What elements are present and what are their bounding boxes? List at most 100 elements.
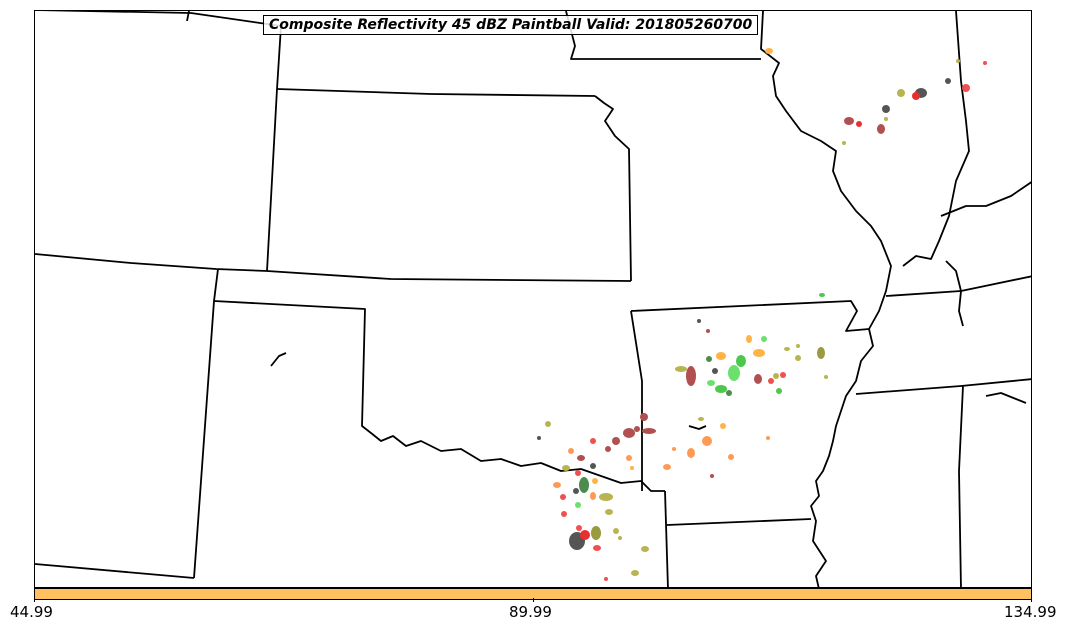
storm-cell <box>753 349 765 357</box>
storm-cells <box>537 48 987 581</box>
storm-cell <box>726 390 732 396</box>
storm-cell <box>884 117 888 121</box>
state-border-tx-ar <box>664 490 669 587</box>
lake-feature-2 <box>945 260 964 327</box>
storm-cell <box>706 329 710 333</box>
state-border-nm-south <box>35 563 195 579</box>
storm-cell <box>824 375 828 379</box>
storm-cell <box>641 546 649 552</box>
colorbar-tick-min: 44.99 <box>10 603 53 621</box>
storm-cell <box>605 446 611 452</box>
state-border-wy-co-north <box>186 11 190 22</box>
state-border-tn-ms <box>855 378 1031 395</box>
storm-cell <box>545 421 551 427</box>
storm-cell <box>672 447 676 451</box>
map-canvas <box>35 11 1031 587</box>
state-border-ok-ar <box>630 310 643 491</box>
storm-cell <box>773 373 779 379</box>
colorbar-tick-mark <box>34 598 35 602</box>
state-border-ne-ks <box>276 88 596 97</box>
storm-cell <box>784 347 790 351</box>
storm-cell <box>702 436 712 446</box>
state-border-ok-panhandle <box>213 300 665 492</box>
storm-cell <box>580 530 590 540</box>
storm-cell <box>623 428 635 438</box>
storm-cell <box>590 438 596 444</box>
storm-cell <box>768 378 774 384</box>
storm-cell <box>877 124 885 134</box>
storm-cell <box>553 482 561 488</box>
storm-cell <box>720 423 726 429</box>
storm-cell <box>776 388 782 394</box>
storm-cell <box>728 365 740 381</box>
colorbar-tick-mark <box>533 598 534 602</box>
storm-cell <box>592 478 598 484</box>
storm-cell <box>579 477 589 493</box>
storm-cell <box>675 366 687 372</box>
storm-cell <box>562 465 570 471</box>
storm-cell <box>945 78 951 84</box>
map-panel <box>34 10 1032 588</box>
storm-cell <box>707 380 715 386</box>
map-title: Composite Reflectivity 45 dBZ Paintball … <box>263 15 759 35</box>
storm-cell <box>716 352 726 360</box>
storm-cell <box>796 344 800 348</box>
storm-cell <box>715 385 727 393</box>
state-border-co-south <box>35 253 268 272</box>
state-border-nm-east <box>193 268 219 579</box>
storm-cell <box>630 466 634 470</box>
state-border-ks-ok <box>266 270 632 282</box>
storm-cell <box>576 525 582 531</box>
storm-cell <box>698 417 704 421</box>
storm-cell <box>599 493 613 501</box>
mississippi-river-north <box>760 11 892 330</box>
storm-cell <box>537 436 541 440</box>
storm-cell <box>618 536 622 540</box>
storm-cell <box>712 368 718 374</box>
storm-cell <box>575 470 581 476</box>
storm-cell <box>642 428 656 434</box>
storm-cell <box>761 336 767 342</box>
storm-cell <box>710 474 714 478</box>
state-border-ms-al <box>958 385 964 587</box>
storm-cell <box>844 117 854 125</box>
storm-cell <box>817 347 825 359</box>
storm-cell <box>686 366 696 386</box>
state-border-sd-ne <box>40 11 282 27</box>
storm-cell <box>612 437 620 445</box>
storm-cell <box>568 448 574 454</box>
storm-cell <box>640 413 648 421</box>
storm-cell <box>626 455 632 461</box>
storm-cell <box>593 545 601 551</box>
storm-cell <box>754 374 762 384</box>
storm-cell <box>573 488 579 494</box>
state-border-in-ky <box>940 181 1031 217</box>
storm-cell <box>728 454 734 460</box>
storm-cell <box>577 455 585 461</box>
storm-cell <box>842 141 846 145</box>
storm-cell <box>819 293 825 297</box>
state-border-mo-river <box>594 95 632 282</box>
storm-cell <box>746 335 752 343</box>
storm-cell <box>912 92 920 100</box>
lake-feature-4 <box>688 425 707 430</box>
storm-cell <box>605 509 613 515</box>
storm-cell <box>631 570 639 576</box>
storm-cell <box>590 463 596 469</box>
storm-cell <box>766 436 770 440</box>
storm-cell <box>663 464 671 470</box>
storm-cell <box>561 511 567 517</box>
storm-cell <box>882 105 890 113</box>
storm-cell <box>575 502 581 508</box>
storm-cell <box>795 355 801 361</box>
storm-cell <box>604 577 608 581</box>
storm-cell <box>706 356 712 362</box>
storm-cell <box>613 528 619 534</box>
storm-cell <box>983 61 987 65</box>
storm-cell <box>590 492 596 500</box>
storm-cell <box>897 89 905 97</box>
lake-feature-1 <box>270 352 287 367</box>
storm-cell <box>634 426 640 432</box>
state-border-ar-la <box>666 518 812 526</box>
storm-cell <box>780 372 786 378</box>
